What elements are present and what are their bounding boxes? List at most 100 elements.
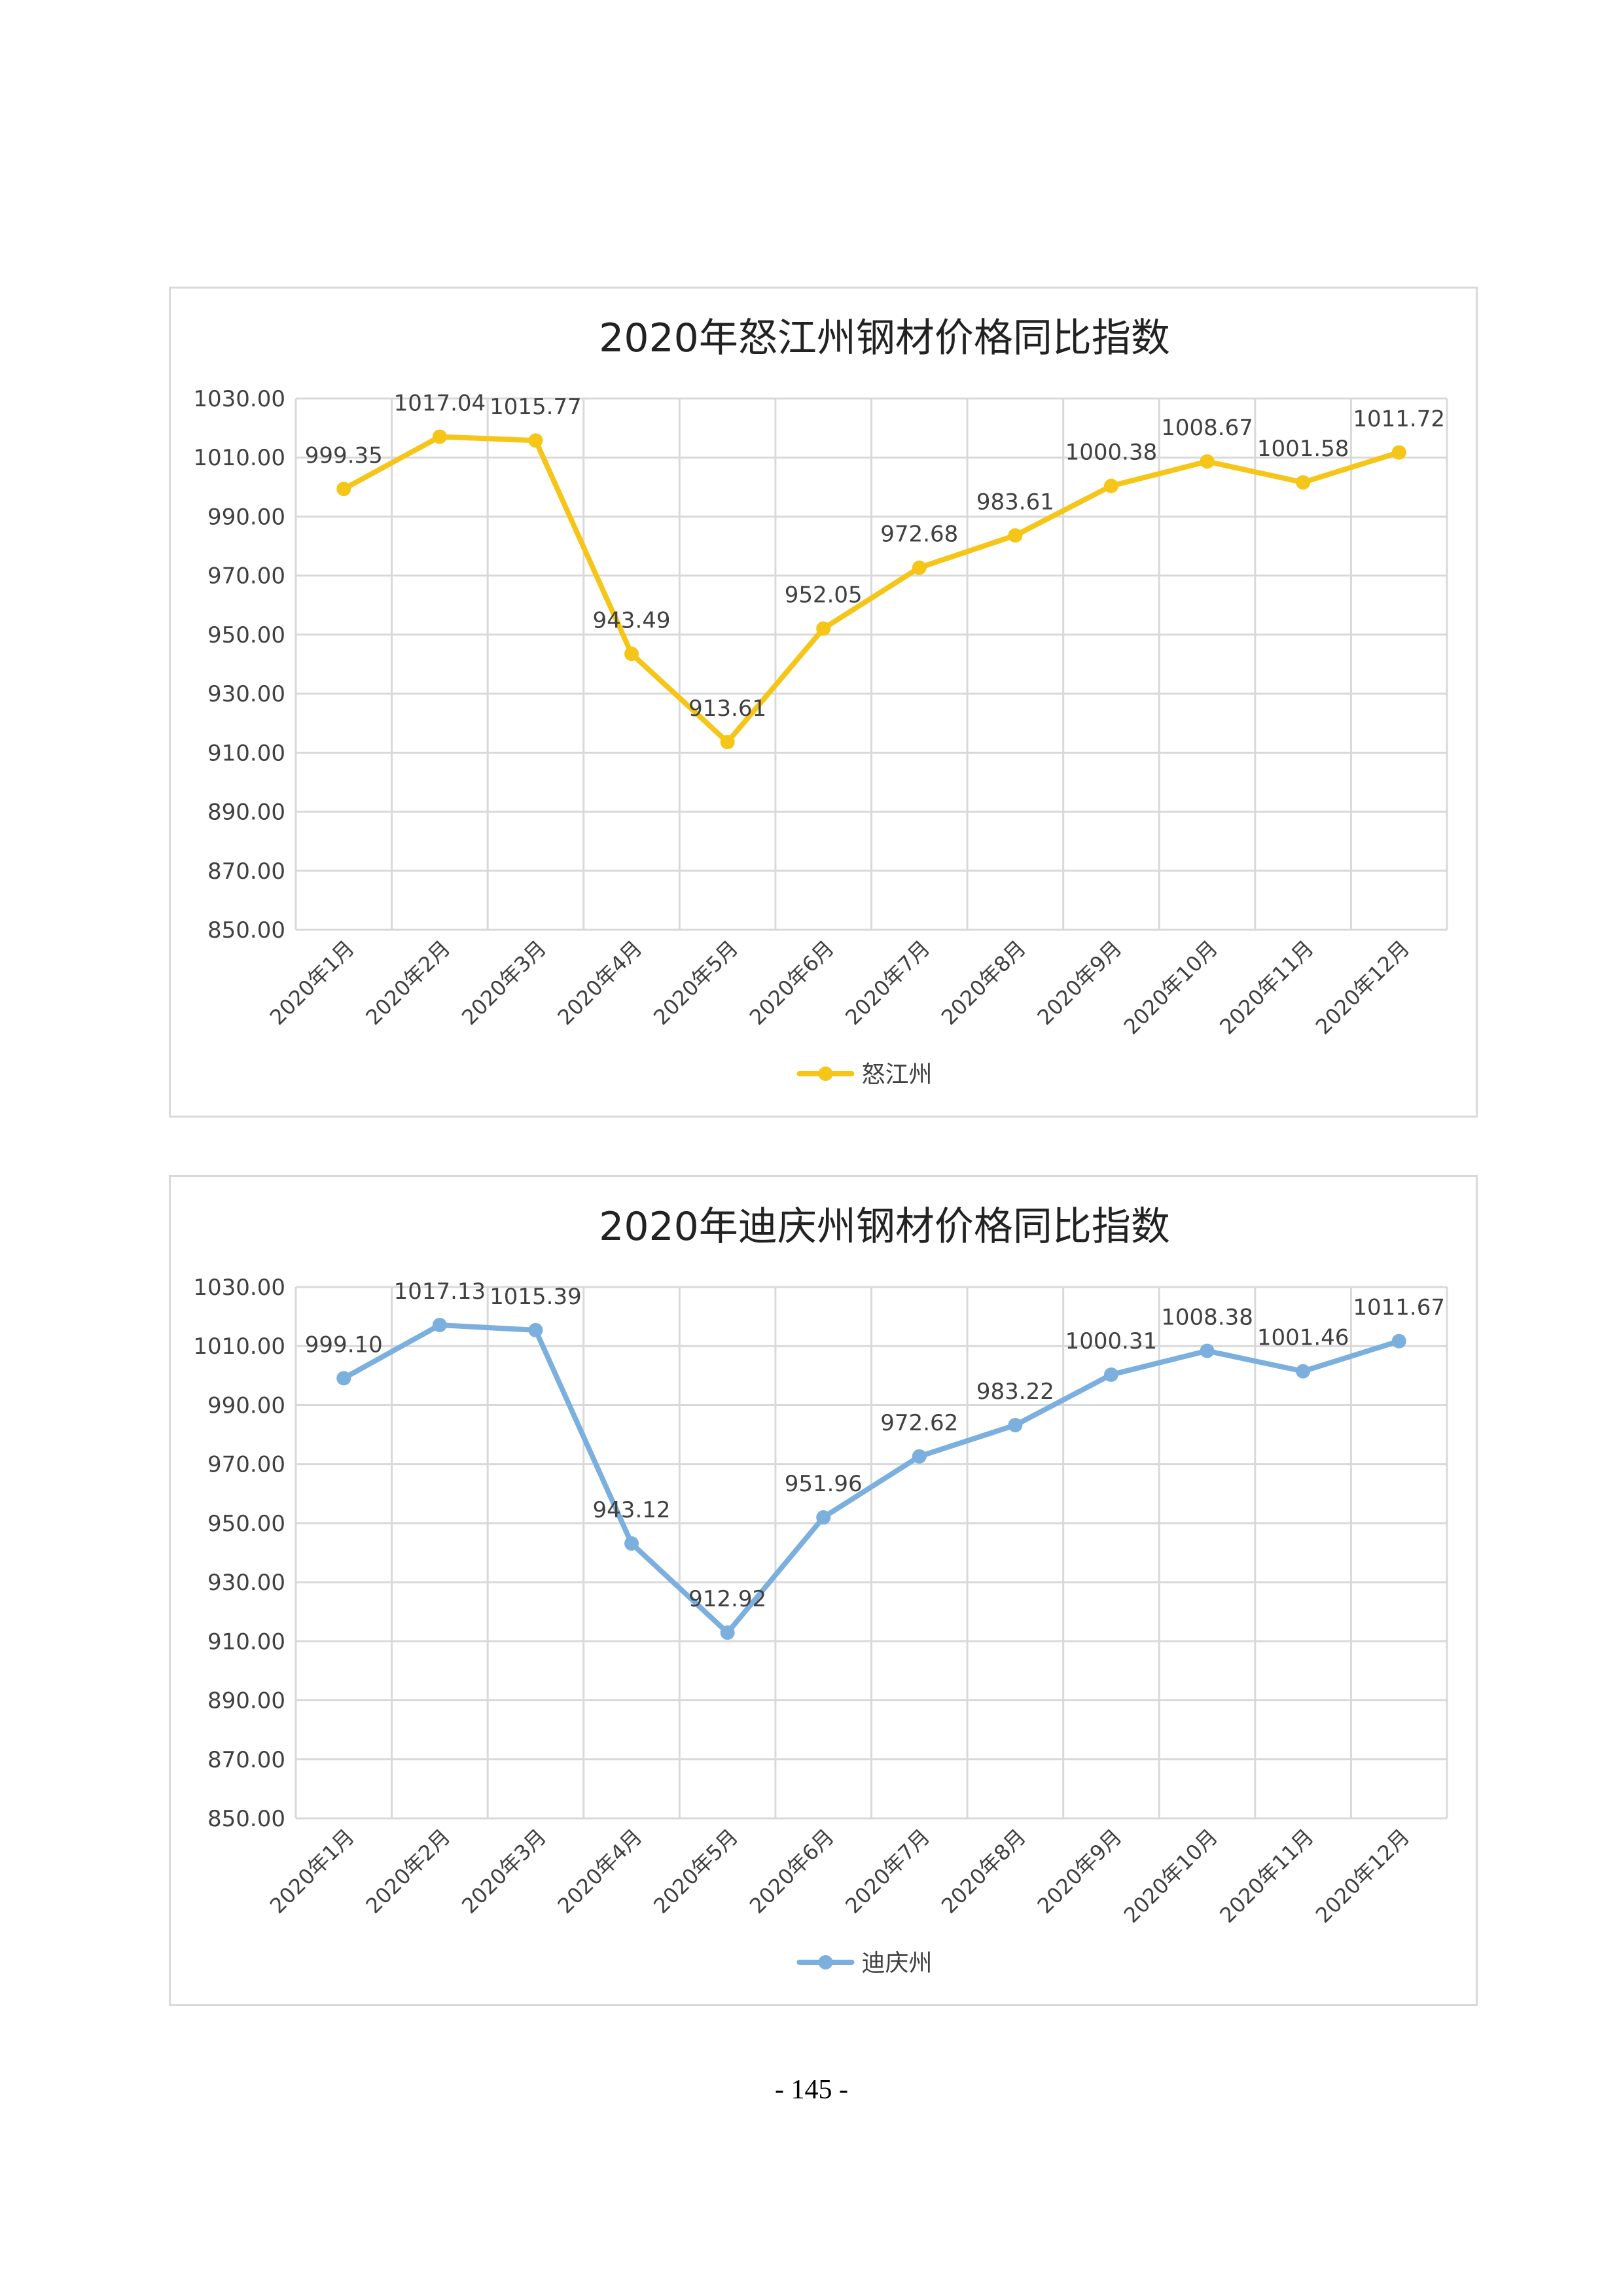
y-tick-label: 950.00 [207, 622, 285, 648]
x-tick-label: 2020年12月 [1311, 1824, 1415, 1928]
y-tick-label: 850.00 [207, 1806, 285, 1832]
x-tick-label: 2020年5月 [649, 936, 743, 1030]
data-point [1200, 454, 1215, 469]
y-tick-label: 910.00 [207, 1629, 285, 1655]
y-tick-label: 910.00 [207, 740, 285, 766]
data-point [1391, 1333, 1406, 1349]
data-label: 1015.39 [490, 1284, 582, 1310]
chart-nujiang: 2020年怒江州钢材价格同比指数 850.00 870.00 890.00 910.00… [169, 287, 1478, 1118]
x-tick-label: 2020年8月 [936, 936, 1031, 1030]
y-tick-label: 970.00 [207, 563, 285, 590]
x-tick-label: 2020年2月 [361, 1824, 455, 1918]
y-tick-label: 1010.00 [193, 445, 285, 471]
data-point [624, 1536, 639, 1551]
y-tick-label: 850.00 [207, 917, 285, 944]
data-label: 912.92 [688, 1586, 766, 1612]
data-point [432, 429, 447, 444]
data-point [912, 1449, 927, 1464]
data-point [1296, 1364, 1311, 1379]
data-label: 972.62 [880, 1410, 958, 1436]
x-tick-label: 2020年3月 [457, 1824, 551, 1918]
legend-label: 怒江州 [862, 1061, 933, 1088]
data-point [816, 621, 831, 636]
data-point [1103, 1367, 1118, 1382]
x-tick-label: 2020年12月 [1311, 936, 1415, 1040]
x-tick-label: 2020年7月 [840, 936, 935, 1030]
data-label: 1008.38 [1161, 1305, 1253, 1331]
data-point [1296, 475, 1311, 490]
data-label: 972.68 [880, 521, 958, 548]
y-tick-label: 870.00 [207, 858, 285, 885]
x-tick-label: 2020年5月 [649, 1824, 743, 1918]
data-label: 951.96 [785, 1471, 863, 1497]
x-tick-label: 2020年4月 [553, 1824, 647, 1918]
data-label: 952.05 [785, 582, 863, 609]
y-tick-label: 930.00 [207, 1570, 285, 1596]
chart-svg: 2020年迪庆州钢材价格同比指数 850.00 870.00 890.00 910.00… [193, 1204, 1448, 1977]
y-tick-label: 930.00 [207, 681, 285, 707]
data-point [1391, 445, 1406, 460]
data-label: 1011.72 [1353, 406, 1445, 432]
data-point [912, 560, 927, 575]
x-tick-label: 2020年7月 [840, 1824, 935, 1918]
data-point [528, 433, 543, 448]
data-label: 983.61 [976, 489, 1054, 515]
y-tick-label: 990.00 [207, 504, 285, 530]
x-tick-label: 2020年9月 [1032, 1824, 1126, 1918]
data-point [432, 1318, 447, 1333]
data-label: 1000.38 [1065, 440, 1158, 466]
x-tick-label: 2020年11月 [1215, 1824, 1319, 1928]
data-label: 1017.13 [394, 1279, 486, 1305]
y-tick-label: 1030.00 [193, 1275, 285, 1301]
x-tick-label: 2020年10月 [1119, 1824, 1223, 1928]
x-tick-label: 2020年9月 [1032, 936, 1126, 1030]
data-label: 943.49 [593, 607, 671, 633]
x-tick-label: 2020年8月 [936, 1824, 1031, 1918]
data-label: 1015.77 [490, 394, 582, 420]
y-tick-label: 1030.00 [193, 386, 285, 412]
page-number: - 145 - [775, 2075, 848, 2105]
data-point [1008, 1418, 1023, 1433]
data-point [336, 482, 351, 497]
data-point [720, 735, 735, 750]
legend-marker [818, 1067, 833, 1081]
chart-title: 2020年迪庆州钢材价格同比指数 [599, 1204, 1170, 1250]
data-label: 913.61 [688, 696, 766, 722]
y-tick-label: 990.00 [207, 1392, 285, 1419]
y-tick-label: 1010.00 [193, 1333, 285, 1360]
chart-svg: 2020年怒江州钢材价格同比指数 850.00 870.00 890.00 910.00… [193, 315, 1448, 1088]
x-tick-label: 2020年6月 [745, 1824, 839, 1918]
data-point [336, 1371, 351, 1386]
series-line [341, 1322, 1402, 1636]
x-tick-label: 2020年3月 [457, 936, 551, 1030]
x-tick-label: 2020年1月 [265, 1824, 359, 1918]
data-label: 1001.46 [1257, 1325, 1349, 1351]
data-label: 1011.67 [1353, 1295, 1445, 1321]
x-tick-label: 2020年2月 [361, 936, 455, 1030]
data-point [1200, 1343, 1215, 1358]
data-label: 983.22 [976, 1379, 1054, 1405]
y-tick-label: 970.00 [207, 1452, 285, 1478]
data-label: 999.35 [305, 442, 383, 468]
chart-title: 2020年怒江州钢材价格同比指数 [599, 315, 1170, 361]
data-label: 1017.04 [394, 390, 486, 416]
data-label: 1000.31 [1065, 1328, 1158, 1354]
legend-label: 迪庆州 [862, 1950, 933, 1977]
x-tick-label: 2020年11月 [1215, 936, 1319, 1040]
x-tick-label: 2020年10月 [1119, 936, 1223, 1040]
x-tick-label: 2020年1月 [265, 936, 359, 1030]
data-label: 1001.58 [1257, 436, 1349, 462]
data-point [1008, 528, 1023, 543]
legend-marker [818, 1955, 833, 1969]
y-tick-label: 890.00 [207, 800, 285, 826]
data-label: 1008.67 [1161, 415, 1253, 441]
data-label: 999.10 [305, 1332, 383, 1358]
series-line [341, 434, 1402, 745]
data-point [720, 1625, 735, 1640]
chart-diqing: 2020年迪庆州钢材价格同比指数 850.00 870.00 890.00 910.00… [169, 1175, 1478, 2006]
data-label: 943.12 [593, 1497, 671, 1523]
x-tick-label: 2020年4月 [553, 936, 647, 1030]
y-tick-label: 950.00 [207, 1511, 285, 1537]
data-point [816, 1510, 831, 1525]
data-point [1103, 478, 1118, 493]
